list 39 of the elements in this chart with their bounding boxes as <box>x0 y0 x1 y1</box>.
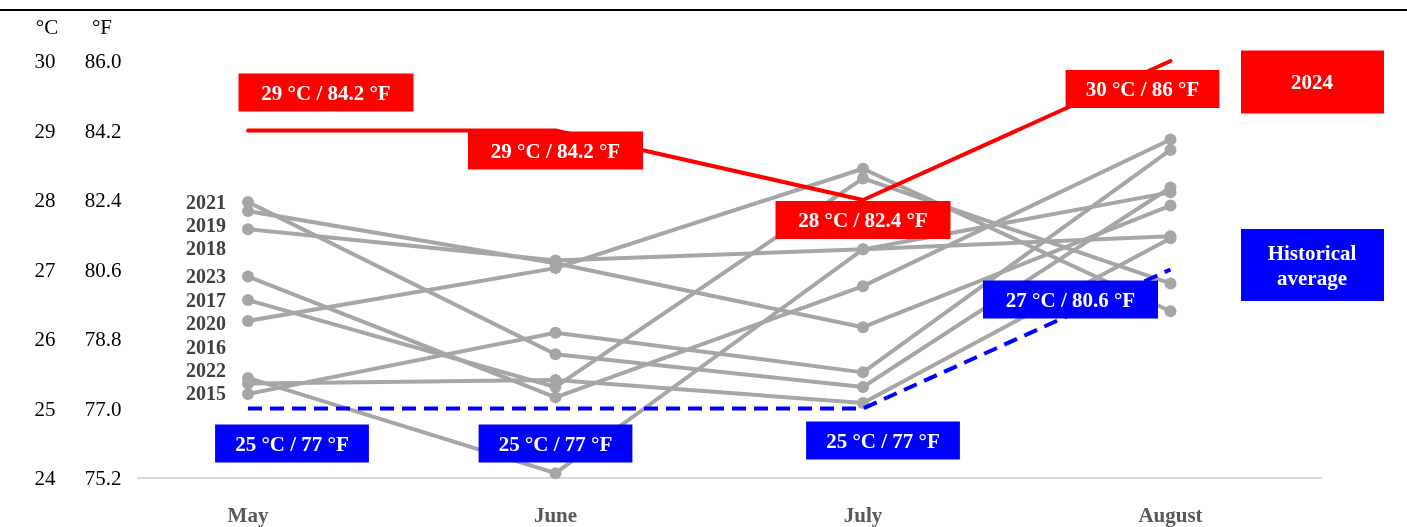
series-label: 2021 <box>186 191 226 214</box>
data-label: 27 °C / 80.6 °F <box>1005 287 1136 312</box>
series-label: 2017 <box>186 289 226 312</box>
y2-tick-label: 78.8 <box>84 327 122 352</box>
data-label: 25 °C / 77 °F <box>498 431 613 456</box>
data-label: 25 °C / 77 °F <box>235 431 349 456</box>
text: 2024 <box>1291 70 1334 95</box>
data-label: 30 °C / 86 °F <box>1085 77 1200 102</box>
y-axis-title: °C <box>35 15 59 39</box>
y2-tick-label: 84.2 <box>84 118 122 143</box>
series-label: 2018 <box>186 237 226 260</box>
series-label: 2015 <box>186 382 226 404</box>
y-tick-label: 30 <box>34 49 56 74</box>
y-tick-label: 28 <box>34 188 56 213</box>
y2-axis-title: °F <box>91 15 113 39</box>
y2-tick-label: 80.6 <box>84 257 122 282</box>
series-label: 2022 <box>186 359 226 381</box>
y2-tick-label: 86.0 <box>84 49 122 74</box>
y2-tick-label: 75.2 <box>84 466 122 491</box>
y-tick-label: 25 <box>34 396 56 421</box>
y-tick-label: 26 <box>34 327 56 352</box>
series-label: 2016 <box>186 336 226 358</box>
x-tick-label: May <box>227 503 269 527</box>
data-label: 29 °C / 84.2 °F <box>261 80 391 105</box>
series-label: 2019 <box>186 214 226 237</box>
y-tick-label: 29 <box>34 118 56 143</box>
x-tick-label: July <box>843 503 883 527</box>
y-tick-label: 24 <box>34 466 56 491</box>
y2-tick-label: 77.0 <box>84 396 122 421</box>
x-tick-label: June <box>533 503 578 527</box>
data-label: 29 °C / 84.2 °F <box>490 138 621 163</box>
series-label: 2023 <box>186 265 226 288</box>
y-tick-label: 27 <box>34 257 56 282</box>
data-label: 25 °C / 77 °F <box>826 428 940 453</box>
series-label: 2020 <box>186 312 226 335</box>
y2-tick-label: 82.4 <box>84 188 122 213</box>
x-tick-label: August <box>1138 503 1203 527</box>
data-label: 28 °C / 82.4 °F <box>798 208 928 233</box>
text: Historical average <box>1267 241 1357 290</box>
